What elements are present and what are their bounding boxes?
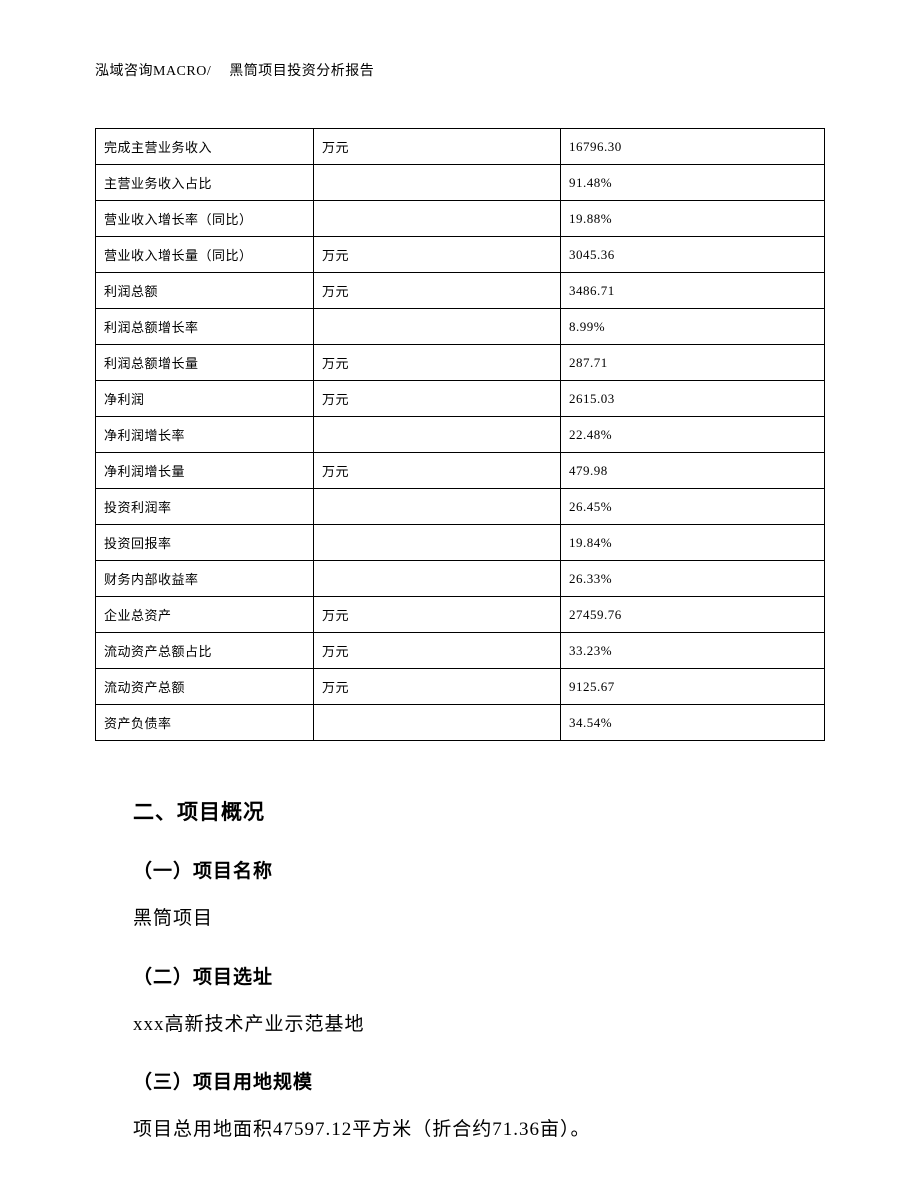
- row-unit: 万元: [314, 345, 561, 381]
- row-label: 流动资产总额占比: [96, 633, 314, 669]
- row-label: 利润总额增长率: [96, 309, 314, 345]
- section-heading-2: 二、项目概况: [133, 796, 825, 826]
- document-page: 泓域咨询MACRO/黑筒项目投资分析报告 完成主营业务收入万元16796.30主…: [0, 0, 920, 1145]
- row-unit: [314, 705, 561, 741]
- row-value: 3045.36: [561, 237, 825, 273]
- row-value: 27459.76: [561, 597, 825, 633]
- subsection-heading-1: （一）项目名称: [133, 856, 825, 883]
- table-row: 企业总资产万元27459.76: [96, 597, 825, 633]
- header-left: 泓域咨询MACRO/: [95, 64, 211, 79]
- table-row: 完成主营业务收入万元16796.30: [96, 129, 825, 165]
- table-row: 净利润增长率 22.48%: [96, 417, 825, 453]
- table-row: 财务内部收益率 26.33%: [96, 561, 825, 597]
- table-row: 营业收入增长量（同比）万元3045.36: [96, 237, 825, 273]
- row-unit: [314, 417, 561, 453]
- row-label: 净利润增长量: [96, 453, 314, 489]
- section-overview: 二、项目概况 （一）项目名称 黑筒项目 （二）项目选址 xxx高新技术产业示范基…: [95, 796, 825, 1145]
- subsection-text-1: 黑筒项目: [133, 905, 825, 934]
- row-label: 资产负债率: [96, 705, 314, 741]
- row-unit: [314, 525, 561, 561]
- row-label: 利润总额: [96, 273, 314, 309]
- table-row: 净利润增长量万元479.98: [96, 453, 825, 489]
- row-label: 投资回报率: [96, 525, 314, 561]
- table-row: 投资利润率 26.45%: [96, 489, 825, 525]
- table-row: 流动资产总额万元9125.67: [96, 669, 825, 705]
- row-unit: [314, 201, 561, 237]
- table-row: 投资回报率 19.84%: [96, 525, 825, 561]
- subsection-heading-3: （三）项目用地规模: [133, 1067, 825, 1094]
- row-value: 8.99%: [561, 309, 825, 345]
- row-unit: 万元: [314, 129, 561, 165]
- row-value: 19.88%: [561, 201, 825, 237]
- row-value: 3486.71: [561, 273, 825, 309]
- table-row: 利润总额万元3486.71: [96, 273, 825, 309]
- row-value: 479.98: [561, 453, 825, 489]
- financial-table: 完成主营业务收入万元16796.30主营业务收入占比91.48%营业收入增长率（…: [95, 128, 825, 741]
- row-label: 财务内部收益率: [96, 561, 314, 597]
- row-label: 企业总资产: [96, 597, 314, 633]
- page-header: 泓域咨询MACRO/黑筒项目投资分析报告: [95, 60, 825, 80]
- table-row: 营业收入增长率（同比） 19.88%: [96, 201, 825, 237]
- row-unit: [314, 489, 561, 525]
- row-unit: [314, 561, 561, 597]
- row-value: 19.84%: [561, 525, 825, 561]
- row-value: 9125.67: [561, 669, 825, 705]
- row-unit: [314, 309, 561, 345]
- table-body: 完成主营业务收入万元16796.30主营业务收入占比91.48%营业收入增长率（…: [96, 129, 825, 741]
- row-unit: 万元: [314, 597, 561, 633]
- subsection-heading-2: （二）项目选址: [133, 962, 825, 989]
- row-value: 33.23%: [561, 633, 825, 669]
- row-unit: 万元: [314, 237, 561, 273]
- table-row: 资产负债率 34.54%: [96, 705, 825, 741]
- row-label: 投资利润率: [96, 489, 314, 525]
- row-label: 营业收入增长率（同比）: [96, 201, 314, 237]
- row-label: 利润总额增长量: [96, 345, 314, 381]
- table-row: 净利润万元2615.03: [96, 381, 825, 417]
- table-row: 利润总额增长量万元287.71: [96, 345, 825, 381]
- row-unit: 万元: [314, 633, 561, 669]
- row-value: 287.71: [561, 345, 825, 381]
- row-value: 26.33%: [561, 561, 825, 597]
- table-row: 流动资产总额占比万元33.23%: [96, 633, 825, 669]
- table-row: 利润总额增长率 8.99%: [96, 309, 825, 345]
- header-right: 黑筒项目投资分析报告: [229, 64, 374, 79]
- row-value: 22.48%: [561, 417, 825, 453]
- row-label: 流动资产总额: [96, 669, 314, 705]
- row-unit: [314, 165, 561, 201]
- row-label: 主营业务收入占比: [96, 165, 314, 201]
- row-value: 34.54%: [561, 705, 825, 741]
- row-label: 净利润增长率: [96, 417, 314, 453]
- row-label: 净利润: [96, 381, 314, 417]
- row-value: 2615.03: [561, 381, 825, 417]
- row-value: 26.45%: [561, 489, 825, 525]
- row-label: 完成主营业务收入: [96, 129, 314, 165]
- subsection-text-3: 项目总用地面积47597.12平方米（折合约71.36亩）。: [133, 1116, 825, 1145]
- row-unit: 万元: [314, 381, 561, 417]
- table-row: 主营业务收入占比 91.48%: [96, 165, 825, 201]
- row-unit: 万元: [314, 669, 561, 705]
- row-unit: 万元: [314, 273, 561, 309]
- row-value: 91.48%: [561, 165, 825, 201]
- row-value: 16796.30: [561, 129, 825, 165]
- row-unit: 万元: [314, 453, 561, 489]
- row-label: 营业收入增长量（同比）: [96, 237, 314, 273]
- subsection-text-2: xxx高新技术产业示范基地: [133, 1011, 825, 1040]
